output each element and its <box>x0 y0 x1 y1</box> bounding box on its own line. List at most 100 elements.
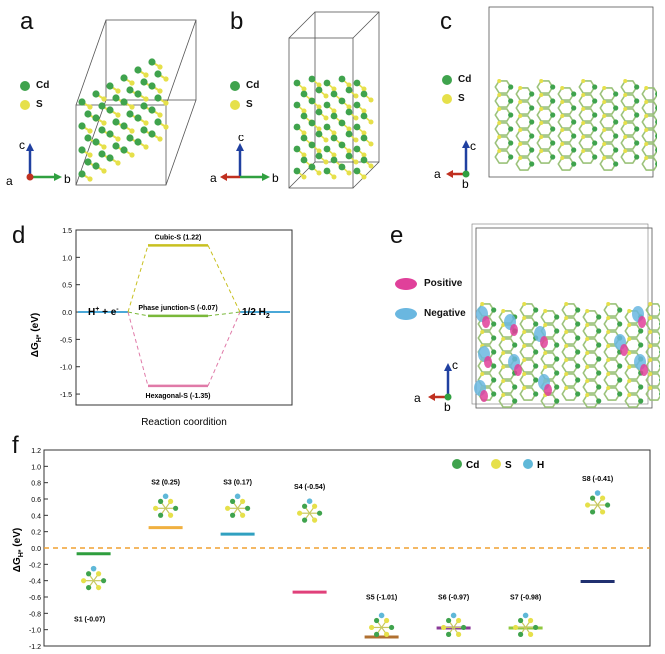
s-atom <box>581 148 586 153</box>
s-atom <box>513 624 519 631</box>
cd-atom <box>308 119 316 127</box>
cd-atom <box>112 94 120 102</box>
s-atom <box>648 357 653 362</box>
cd-atom-icon <box>452 459 462 469</box>
s-atom <box>648 329 653 334</box>
panel-d-ytick-label: 0.0 <box>62 310 72 317</box>
panel-letter-e: e <box>390 222 404 249</box>
s-atom <box>368 97 374 103</box>
s-atom <box>331 130 337 136</box>
s-atom <box>606 357 611 362</box>
panel-f-ytick-label: 0.4 <box>31 513 41 520</box>
axis-a-label: a <box>6 174 13 188</box>
s-atom <box>606 315 611 320</box>
cd-atom <box>592 112 598 118</box>
cd-atom <box>300 134 308 142</box>
s-atom <box>560 113 565 118</box>
panel-a-legend-s: S <box>36 99 43 110</box>
panel-f-ytick-label: 0.6 <box>31 497 41 504</box>
s-atom <box>623 134 628 139</box>
cd-atom <box>508 112 514 118</box>
s-atom <box>623 120 628 125</box>
svg-text:b: b <box>272 171 279 185</box>
cd-atom <box>529 161 535 167</box>
cd-atom <box>353 145 361 153</box>
s-atom <box>518 141 523 146</box>
cd-atom <box>613 105 619 111</box>
s-atom <box>353 137 359 143</box>
cd-atom <box>575 391 581 397</box>
cd-atom <box>655 119 657 125</box>
cd-atom <box>92 90 100 98</box>
s-atom <box>543 322 548 327</box>
cd-atom <box>491 335 497 341</box>
cd-atom <box>134 114 142 122</box>
cd-atom <box>617 321 623 327</box>
cd-atom <box>293 123 301 131</box>
cd-atom <box>230 498 236 504</box>
s-atom <box>168 512 174 518</box>
cd-atom <box>596 342 602 348</box>
cd-atom <box>518 617 524 624</box>
cd-atom <box>655 133 657 139</box>
s-atom <box>585 322 590 327</box>
cd-atom <box>613 91 619 97</box>
s-atom <box>369 624 375 631</box>
s-atom <box>644 127 649 132</box>
cd-atom <box>92 162 100 170</box>
cd-atom <box>592 154 598 160</box>
cd-atom <box>592 98 598 104</box>
cd-atom <box>302 503 308 509</box>
s-atom <box>456 617 462 624</box>
s-atom <box>497 148 502 153</box>
cd-atom <box>659 350 660 354</box>
s-atom <box>644 85 649 90</box>
panel-d-connector <box>127 245 149 313</box>
panel-f-legend: Cd S H <box>452 459 544 471</box>
panel-f-label-3: S3 (0.17) <box>223 479 252 486</box>
cd-atom <box>300 90 308 98</box>
s-atom <box>543 364 548 369</box>
panel-d-ytick-label: -1.5 <box>60 392 72 399</box>
cd-atom <box>575 349 581 355</box>
cd-atom <box>508 140 514 146</box>
s-atom <box>301 86 307 92</box>
s-atom <box>316 126 322 132</box>
positive-charge-icon <box>395 278 417 290</box>
panel-f-ytick-label: -0.2 <box>29 562 41 569</box>
s-atom <box>602 113 607 118</box>
s-atom <box>581 78 586 83</box>
cd-atom <box>529 91 535 97</box>
cd-atom <box>554 328 560 334</box>
s-atom <box>518 99 523 104</box>
s-atom <box>501 364 506 369</box>
s-atom <box>323 93 329 99</box>
h-atom <box>522 612 529 619</box>
cd-atom <box>571 91 577 97</box>
s-atom <box>96 584 102 591</box>
s-atom <box>543 308 548 313</box>
s-atom <box>497 92 502 97</box>
cd-atom <box>659 378 660 382</box>
s-atom <box>648 343 653 348</box>
cd-atom <box>148 130 156 138</box>
s-atom <box>368 141 374 147</box>
s-atom <box>564 385 569 390</box>
cd-atom <box>512 398 518 404</box>
cd-atom <box>592 126 598 132</box>
cd-atom <box>106 82 114 90</box>
panel-d-ytick-label: -0.5 <box>60 337 72 344</box>
s-atom <box>153 505 159 511</box>
s-atom <box>539 106 544 111</box>
cd-atom <box>323 167 331 175</box>
panel-d-ytick-label: 0.5 <box>62 283 72 290</box>
cd-atom <box>106 154 114 162</box>
s-atom <box>627 308 632 313</box>
cd-atom <box>508 154 514 160</box>
cd-atom <box>461 624 467 631</box>
cd-atom <box>360 156 368 164</box>
cd-atom <box>634 112 640 118</box>
cd-atom <box>98 150 106 158</box>
cd-atom-icon <box>230 81 240 91</box>
cd-atom <box>126 134 134 142</box>
